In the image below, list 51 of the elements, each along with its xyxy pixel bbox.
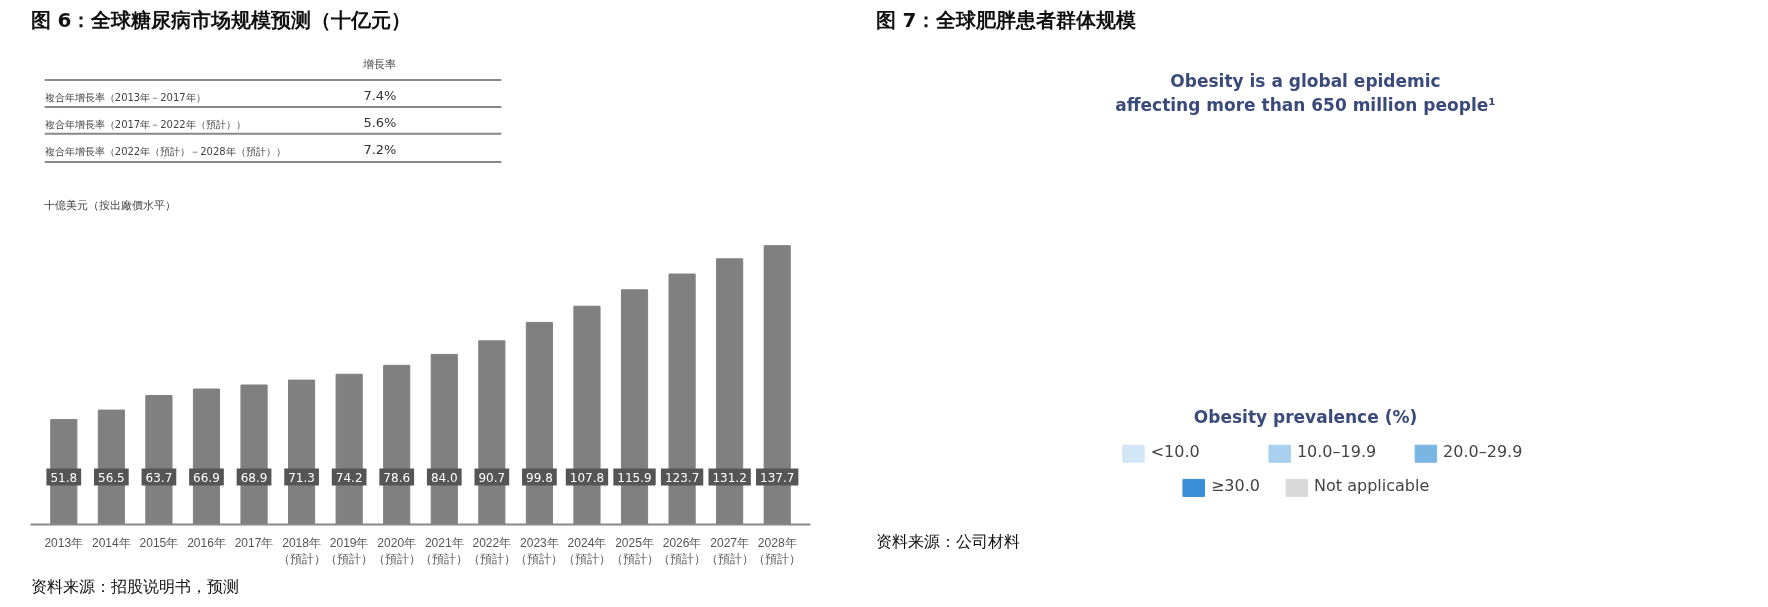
text: 5.6% [363,114,397,130]
data-label: 68.9 [240,470,268,485]
chart-title: 图 6：全球糖尿病市场规模预测（十亿元） [30,7,412,32]
x-tick-label: 2028年（預計） [753,535,802,567]
data-label: 131.2 [712,470,747,485]
data-label: 78.6 [383,470,411,485]
x-tick-label: 2013年 [44,535,84,550]
data-label: 84.0 [430,470,458,485]
category-label: ≥30.0 [1210,476,1260,496]
text: 複合年增長率（2017年－2022年（預計）） [44,118,246,130]
x-tick-label: 2020年（預計） [372,535,421,567]
data-label: 63.7 [145,470,173,485]
text: 7.4% [363,87,397,103]
x-tick-label: 2017年 [234,535,274,550]
category-label: 10.0–19.9 [1296,442,1377,462]
data-label: 137.7 [760,470,795,485]
text: 增長率 [362,57,397,71]
y-axis-title: 十億美元（按出廠價水平） [43,199,176,213]
x-tick-label: 2027年（預計） [705,535,754,567]
text: 複合年增長率（2022年（預計）－2028年（預計）） [44,145,286,157]
x-tick-label: 2025年（預計） [610,535,659,567]
x-tick-label: 2019年（預計） [325,535,374,567]
text: 资料来源：招股说明书，预测 [30,576,239,596]
x-tick-label: 2021年（預計） [420,535,469,567]
data-label: 66.9 [193,470,220,485]
data-label: 115.9 [617,470,652,485]
text: Obesity is a global epidemic affecting more than 650 million people¹ [1115,70,1496,115]
data-label: 56.5 [97,470,125,485]
data-label: 123.7 [664,470,700,485]
x-tick-label: 2018年（預計） [277,535,326,567]
data-label: 107.8 [569,470,605,485]
category-label: <10.0 [1150,442,1200,462]
x-tick-label: 2024年（預計） [562,535,611,567]
data-label: 51.8 [50,470,78,485]
x-tick-label: 2022年（預計） [467,535,516,567]
data-label: 90.7 [478,470,506,485]
legend-title: Obesity prevalence (%) [1193,406,1418,427]
x-tick-label: 2016年 [187,535,226,550]
text: 7.2% [363,141,397,157]
x-tick-label: 2014年 [92,535,131,550]
category-label: Not applicable [1314,476,1430,496]
category-label: 20.0–29.9 [1443,442,1523,462]
data-label: 71.3 [288,470,315,485]
text: 资料来源：公司材料 [875,531,1020,551]
text: 图 7：全球肥胖患者群体规模 [875,7,1137,32]
x-tick-label: 2026年（預計） [658,535,707,567]
x-tick-label: 2023年（預計） [515,535,564,567]
text: 複合年增長率（2013年－2017年） [44,91,206,103]
data-label: 74.2 [335,470,363,485]
x-tick-label: 2015年 [139,535,179,550]
data-label: 99.8 [526,470,553,485]
